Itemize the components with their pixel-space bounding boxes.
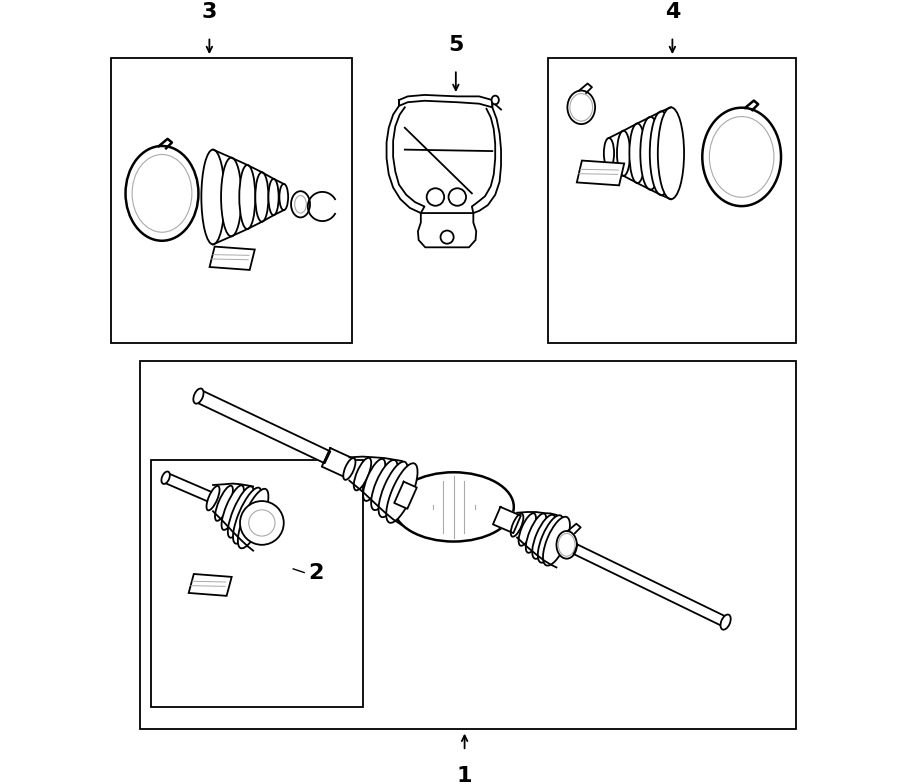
Ellipse shape [268,179,279,216]
Ellipse shape [161,471,170,484]
Polygon shape [164,473,215,503]
Circle shape [427,188,445,205]
Ellipse shape [650,111,673,195]
Ellipse shape [238,488,268,548]
Ellipse shape [629,123,645,183]
Text: 2: 2 [308,563,323,583]
Polygon shape [472,100,501,213]
Ellipse shape [526,514,546,553]
Circle shape [440,230,454,244]
Ellipse shape [202,150,225,245]
Ellipse shape [518,514,536,546]
Polygon shape [399,95,492,107]
Ellipse shape [256,172,268,222]
Ellipse shape [125,146,198,241]
Ellipse shape [721,615,731,630]
Text: 4: 4 [665,2,680,22]
Polygon shape [418,213,476,247]
Ellipse shape [221,485,244,530]
Ellipse shape [221,158,241,237]
Polygon shape [387,100,425,213]
Ellipse shape [604,138,614,169]
Ellipse shape [239,165,256,229]
Text: 3: 3 [202,2,217,22]
Ellipse shape [567,91,595,124]
Ellipse shape [640,117,661,190]
Polygon shape [573,545,728,626]
Polygon shape [189,574,231,596]
Ellipse shape [702,107,781,206]
Polygon shape [210,247,255,270]
Ellipse shape [343,458,356,480]
Ellipse shape [371,460,398,510]
Ellipse shape [206,486,220,510]
Ellipse shape [291,191,310,217]
Ellipse shape [658,107,684,199]
Polygon shape [394,481,417,509]
Ellipse shape [556,531,577,559]
Text: 1: 1 [457,766,472,784]
Ellipse shape [393,472,514,542]
Ellipse shape [233,488,262,544]
Ellipse shape [491,96,499,104]
Ellipse shape [532,515,556,559]
Polygon shape [322,448,356,478]
Circle shape [240,501,284,545]
Ellipse shape [279,184,288,210]
Ellipse shape [511,514,524,537]
Circle shape [448,188,466,205]
Polygon shape [577,161,625,185]
Ellipse shape [386,463,418,523]
Ellipse shape [543,517,570,565]
Ellipse shape [363,459,385,501]
Polygon shape [195,390,330,463]
Ellipse shape [379,462,408,517]
Ellipse shape [354,458,371,490]
Ellipse shape [228,486,254,538]
Text: 5: 5 [448,34,464,55]
Ellipse shape [538,515,563,563]
Polygon shape [493,507,521,533]
Ellipse shape [215,485,233,521]
Ellipse shape [617,131,630,176]
Ellipse shape [194,389,203,404]
